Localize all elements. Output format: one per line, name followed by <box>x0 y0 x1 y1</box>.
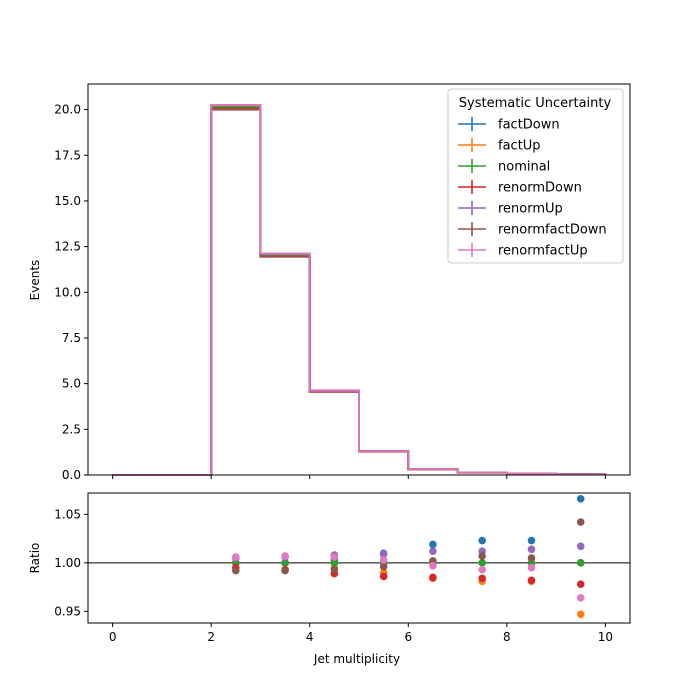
ratio-point-factDown <box>429 540 437 549</box>
ratio-x-tick-label: 2 <box>207 630 215 644</box>
legend-label-renormfactUp: renormfactUp <box>498 244 588 259</box>
events-y-tick-label: 2.5 <box>62 422 81 436</box>
events-axes-frame <box>87 83 631 476</box>
legend-entry-renormfactUp: renormfactUp <box>458 243 588 259</box>
ratio-point-renormfactUp <box>527 563 536 572</box>
ratio-point-factDown <box>478 536 486 545</box>
ratio-x-ticks: 0 2 4 6 8 10 <box>109 623 613 644</box>
ratio-x-tick-label: 4 <box>306 630 314 644</box>
legend-label-nominal: nominal <box>498 160 550 175</box>
legend-entry-factDown: factDown <box>458 117 560 133</box>
legend-label-renormDown: renormDown <box>498 181 582 196</box>
histogram-series-group <box>112 104 607 476</box>
legend: Systematic Uncertainty factDown factUp nom… <box>447 88 624 264</box>
ratio-point-renormfactUp <box>478 565 486 574</box>
ratio-point-renormDown <box>576 580 585 588</box>
ratio-point-nominal <box>576 559 585 567</box>
ratio-point-nominal <box>281 559 289 567</box>
ratio-point-nominal <box>478 559 486 567</box>
events-panel: 0.02.55.07.510.012.515.017.520.0 Events … <box>28 83 631 482</box>
x-axis-label: Jet multiplicity <box>313 652 400 666</box>
legend-entry-factUp: factUp <box>458 138 541 154</box>
legend-label-factDown: factDown <box>498 118 560 133</box>
ratio-point-renormfactDown <box>379 562 388 571</box>
ratio-y-axis-label: Ratio <box>28 543 42 574</box>
legend-entries: factDown factUp nominal renormDown renormUp r… <box>458 117 607 259</box>
ratio-point-renormfactUp <box>330 553 339 561</box>
ratio-x-tick-label: 0 <box>109 630 117 644</box>
ratio-point-renormfactUp <box>429 561 437 570</box>
ratio-x-tick-label: 8 <box>503 630 511 644</box>
ratio-point-factUp <box>576 610 585 619</box>
ratio-point-renormfactUp <box>232 553 240 561</box>
legend-entry-nominal: nominal <box>458 159 550 175</box>
events-y-tick-label: 7.5 <box>62 331 81 345</box>
ratio-point-renormUp <box>576 542 585 551</box>
legend-entry-renormDown: renormDown <box>458 180 582 196</box>
events-y-tick-label: 5.0 <box>62 377 81 391</box>
legend-title: Systematic Uncertainty <box>459 96 612 111</box>
events-x-ticks <box>112 475 606 479</box>
ratio-point-renormfactUp <box>379 556 388 564</box>
ratio-point-renormfactDown <box>232 566 240 575</box>
ratio-point-renormfactDown <box>330 565 339 574</box>
ratio-point-renormDown <box>429 573 437 582</box>
events-y-tick-label: 15.0 <box>54 194 81 208</box>
ratio-point-renormUp <box>379 549 388 557</box>
ratio-point-renormUp <box>429 547 437 556</box>
ratio-axes-frame <box>87 492 631 624</box>
events-y-ticks: 0.0 2.5 5.0 7.5 10.0 12.5 15.0 17.5 20.0 <box>54 103 88 482</box>
ratio-point-factDown <box>576 495 585 503</box>
events-y-tick-label: 20.0 <box>54 103 81 117</box>
ratio-point-renormDown <box>527 576 536 585</box>
events-y-tick-label: 0.0 <box>62 468 81 482</box>
ratio-x-tick-label: 10 <box>598 630 613 644</box>
legend-entry-renormUp: renormUp <box>458 201 563 217</box>
ratio-y-tick-label: 1.05 <box>54 507 81 521</box>
ratio-point-renormfactDown <box>281 566 289 575</box>
legend-frame <box>447 88 624 264</box>
ratio-point-renormfactUp <box>281 552 289 560</box>
ratio-point-renormfactDown <box>527 554 536 562</box>
ratio-point-renormfactDown <box>478 552 486 560</box>
ratio-y-tick-label: 0.95 <box>54 604 81 618</box>
events-y-tick-label: 10.0 <box>54 285 81 299</box>
ratio-y-ticks: 0.95 1.00 1.05 <box>54 507 88 618</box>
ratio-y-tick-label: 1.00 <box>54 556 81 570</box>
histogram-series-renormfactUp <box>112 104 607 476</box>
ratio-point-renormfactDown <box>576 518 585 526</box>
events-y-axis-label: Events <box>28 260 42 301</box>
ratio-point-renormDown <box>379 572 388 581</box>
ratio-panel: 0.95 1.00 1.05 0 2 4 6 8 10 Ratio Jet multiplic… <box>28 492 631 666</box>
ratio-point-renormfactUp <box>576 593 585 602</box>
events-y-tick-label: 12.5 <box>54 240 81 254</box>
ratio-point-renormDown <box>478 574 486 583</box>
ratio-x-tick-label: 6 <box>404 630 412 644</box>
ratio-points-group <box>232 495 585 619</box>
ratio-point-factDown <box>527 536 536 545</box>
ratio-point-nominal <box>330 559 339 567</box>
legend-label-renormUp: renormUp <box>498 202 563 217</box>
legend-label-renormfactDown: renormfactDown <box>498 223 607 238</box>
events-y-tick-label: 17.5 <box>54 148 81 162</box>
ratio-point-renormUp <box>527 545 536 554</box>
legend-entry-renormfactDown: renormfactDown <box>458 222 607 238</box>
legend-label-factUp: factUp <box>498 139 541 154</box>
